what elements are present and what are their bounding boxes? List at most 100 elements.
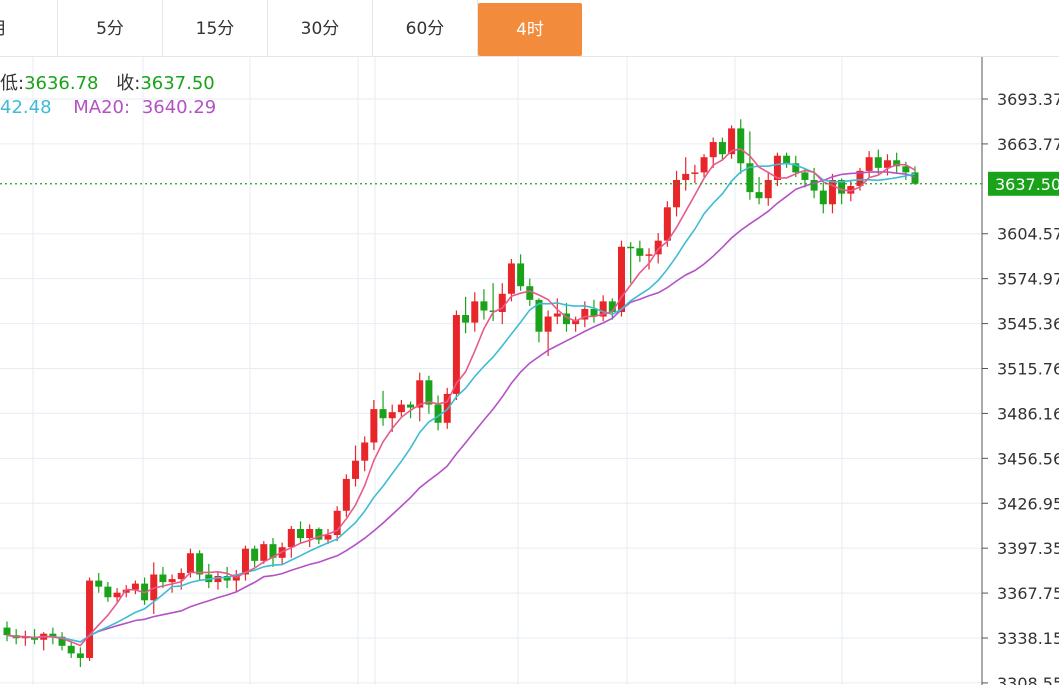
y-tick-label: 3338.15 bbox=[997, 629, 1059, 648]
ma10-value: 42.48 bbox=[0, 97, 52, 118]
y-tick-label: 3308.55 bbox=[997, 674, 1059, 685]
candle-body bbox=[416, 380, 424, 408]
candle-body bbox=[618, 246, 626, 312]
candle-body bbox=[498, 293, 506, 312]
candle-body bbox=[645, 254, 653, 256]
candle-body bbox=[535, 299, 543, 332]
tab-60min[interactable]: 60分 bbox=[373, 0, 478, 56]
candle-body bbox=[333, 510, 341, 536]
candle-body bbox=[122, 589, 130, 593]
candle-body bbox=[636, 248, 644, 256]
candle-body bbox=[801, 172, 809, 180]
candle-body bbox=[452, 315, 460, 394]
candle-body bbox=[131, 583, 139, 590]
candle-body bbox=[3, 627, 11, 636]
ma10-line bbox=[6, 162, 916, 643]
candle-body bbox=[388, 412, 396, 419]
candle-body bbox=[58, 636, 66, 646]
candle-body bbox=[828, 179, 836, 205]
candle-body bbox=[324, 535, 332, 540]
candle-body bbox=[810, 179, 818, 191]
candle-body bbox=[773, 155, 781, 180]
candle-body bbox=[480, 301, 488, 311]
candle-body bbox=[608, 301, 616, 312]
y-tick-label: 3397.35 bbox=[997, 539, 1059, 558]
candle-body bbox=[67, 645, 75, 654]
candle-body bbox=[306, 528, 314, 539]
last-price-tag bbox=[988, 171, 1059, 196]
candle-body bbox=[581, 308, 589, 320]
close-value: 3637.50 bbox=[140, 73, 215, 94]
candle-body bbox=[434, 404, 442, 423]
candle-body bbox=[370, 409, 378, 443]
y-tick-label: 3663.77 bbox=[997, 135, 1059, 154]
candle-body bbox=[865, 157, 873, 171]
y-tick-label: 3367.75 bbox=[997, 584, 1059, 603]
candle-body bbox=[783, 155, 791, 164]
last-price-tag-label: 3637.50 bbox=[995, 175, 1059, 194]
tab-4hour[interactable]: 4时 bbox=[478, 3, 582, 56]
candle-body bbox=[627, 246, 635, 249]
candle-body bbox=[462, 315, 470, 323]
candle-body bbox=[755, 192, 763, 199]
candle-body bbox=[682, 173, 690, 180]
candle-body bbox=[76, 653, 84, 658]
candle-body bbox=[764, 179, 772, 199]
candle-body bbox=[205, 574, 213, 583]
low-label: 低: bbox=[0, 73, 25, 94]
candle-body bbox=[517, 263, 525, 287]
candle-body bbox=[874, 157, 882, 168]
candle-body bbox=[342, 478, 350, 511]
y-tick-label: 3574.97 bbox=[997, 270, 1059, 289]
y-tick-label: 3604.57 bbox=[997, 225, 1059, 244]
candle-body bbox=[287, 528, 295, 548]
candle-body bbox=[792, 163, 800, 173]
candle-body bbox=[489, 310, 497, 312]
candle-body bbox=[352, 460, 360, 479]
ohlc-readout: 低:3636.78 收:3637.50 bbox=[0, 69, 215, 95]
candle-body bbox=[544, 316, 552, 332]
candle-body bbox=[471, 301, 479, 323]
candle-body bbox=[663, 207, 671, 241]
candle-body bbox=[526, 286, 534, 300]
candle-body bbox=[269, 544, 277, 558]
tab-30min[interactable]: 30分 bbox=[268, 0, 373, 56]
candle-body bbox=[104, 586, 112, 598]
candle-body bbox=[883, 160, 891, 168]
candle-body bbox=[425, 380, 433, 405]
candle-body bbox=[186, 553, 194, 573]
y-tick-label: 3456.56 bbox=[997, 449, 1059, 468]
candle-body bbox=[691, 172, 699, 174]
candle-body bbox=[507, 263, 515, 294]
ma5-line bbox=[6, 148, 916, 647]
candle-body bbox=[902, 166, 910, 173]
candle-body bbox=[728, 128, 736, 155]
y-tick-label: 3426.95 bbox=[997, 494, 1059, 513]
candle-body bbox=[673, 179, 681, 208]
y-tick-label: 3693.37 bbox=[997, 90, 1059, 109]
candle-body bbox=[196, 553, 204, 575]
candle-body bbox=[893, 160, 901, 167]
candle-body bbox=[407, 404, 415, 408]
close-label: 收: bbox=[116, 73, 141, 94]
candle-body bbox=[746, 163, 754, 193]
candle-body bbox=[700, 157, 708, 173]
candle-body bbox=[654, 240, 662, 255]
candle-body bbox=[177, 572, 185, 580]
candle-body bbox=[562, 313, 570, 325]
tab-15min[interactable]: 15分 bbox=[163, 0, 268, 56]
candle-body bbox=[251, 548, 259, 561]
candle-body bbox=[260, 544, 268, 561]
tab-5min[interactable]: 5分 bbox=[58, 0, 163, 56]
candle-body bbox=[361, 442, 369, 461]
candle-body bbox=[315, 528, 323, 540]
candle-body bbox=[599, 301, 607, 317]
period-tab-bar: 月 5分 15分 30分 60分 4时 bbox=[0, 0, 1059, 57]
candle-body bbox=[241, 548, 249, 575]
tab-month[interactable]: 月 bbox=[0, 0, 58, 56]
ma20-label: MA20: bbox=[73, 97, 131, 118]
candle-body bbox=[379, 409, 387, 419]
candle-body bbox=[214, 576, 222, 583]
candle-body bbox=[856, 170, 864, 187]
